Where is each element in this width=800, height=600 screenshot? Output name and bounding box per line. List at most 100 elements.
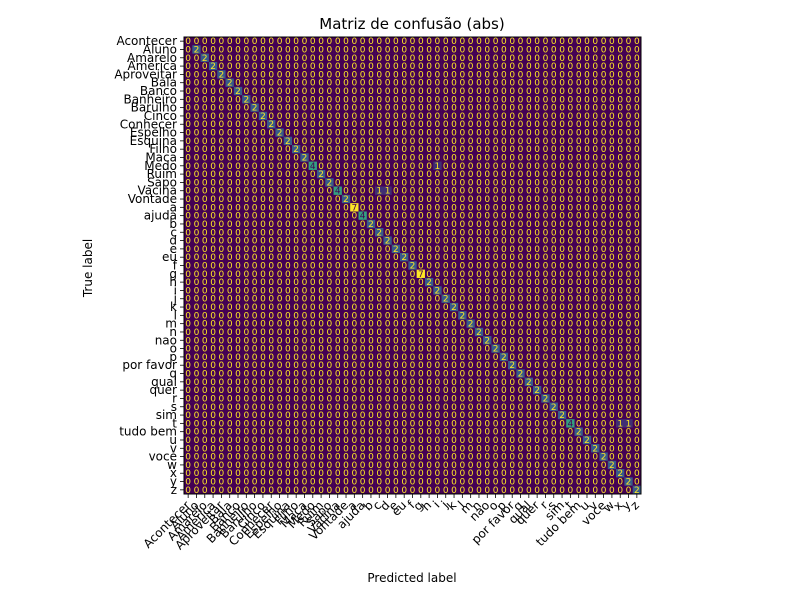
- heatmap-cell: [217, 70, 226, 79]
- heatmap-cell: [549, 78, 559, 88]
- heatmap-cell: [267, 103, 276, 113]
- heatmap-cell: [557, 37, 567, 46]
- heatmap-cell: [308, 45, 318, 54]
- heatmap-cell: [591, 45, 600, 54]
- heatmap-cell: [424, 45, 434, 54]
- heatmap-cell: [208, 37, 218, 46]
- heatmap-cell: [375, 37, 384, 46]
- heatmap-cell: [474, 45, 484, 54]
- heatmap-cell: [516, 111, 525, 121]
- heatmap-cell: [416, 70, 426, 79]
- heatmap-cell: [358, 37, 368, 46]
- heatmap-cell: [433, 45, 442, 54]
- heatmap-cell: [416, 53, 426, 63]
- heatmap-cell: [366, 111, 376, 121]
- heatmap-cell: [192, 95, 201, 104]
- heatmap-cell: [483, 61, 492, 71]
- heatmap-cell: [383, 103, 393, 113]
- heatmap-cell: [208, 53, 218, 63]
- heatmap-cell: [308, 37, 318, 46]
- heatmap-cell: [217, 78, 226, 88]
- heatmap-cell: [383, 111, 393, 121]
- heatmap-cell: [233, 120, 243, 129]
- heatmap-cell: [541, 61, 550, 71]
- heatmap-cell: [250, 111, 260, 121]
- heatmap-cell: [632, 70, 642, 79]
- heatmap-cell: [449, 111, 459, 121]
- heatmap-cell: [566, 86, 575, 96]
- heatmap-cell: [341, 111, 351, 121]
- heatmap-cell: [192, 45, 201, 54]
- heatmap-cell: [325, 103, 334, 113]
- heatmap-cell: [524, 37, 534, 46]
- heatmap-cell: [184, 120, 193, 129]
- heatmap-cell: [267, 53, 276, 63]
- heatmap-cell: [557, 78, 567, 88]
- heatmap-cell: [308, 103, 318, 113]
- heatmap-cell: [300, 86, 309, 96]
- heatmap-cell: [258, 37, 268, 46]
- heatmap-cell: [449, 95, 459, 104]
- heatmap-cell: [532, 53, 542, 63]
- heatmap-cell: [283, 37, 293, 46]
- heatmap-cell: [532, 61, 542, 71]
- heatmap-cell: [300, 95, 309, 104]
- heatmap-cell: [591, 78, 600, 88]
- heatmap-cell: [408, 61, 417, 71]
- heatmap-cell: [524, 61, 534, 71]
- heatmap-cell: [383, 78, 393, 88]
- heatmap-cell: [408, 103, 417, 113]
- heatmap-cell: [516, 53, 525, 63]
- heatmap-cell: [516, 86, 525, 96]
- heatmap-cell: [433, 37, 442, 46]
- heatmap-cell: [292, 53, 301, 63]
- heatmap-cell: [275, 70, 285, 79]
- heatmap-cell: [300, 45, 309, 54]
- heatmap-cell: [408, 95, 417, 104]
- heatmap-cell: [632, 103, 642, 113]
- heatmap-cell: [557, 95, 567, 104]
- heatmap-cell: [217, 86, 226, 96]
- heatmap-cell: [624, 103, 633, 113]
- heatmap-cell: [616, 95, 625, 104]
- heatmap-cell: [441, 37, 451, 46]
- heatmap-cell: [458, 45, 467, 54]
- heatmap-cell: [474, 111, 484, 121]
- heatmap-cell: [566, 53, 575, 63]
- heatmap-cell: [233, 45, 243, 54]
- heatmap-cell: [424, 61, 434, 71]
- heatmap-cell: [408, 70, 417, 79]
- heatmap-cell: [532, 103, 542, 113]
- chart-title: Matriz de confusão (abs): [319, 15, 504, 33]
- heatmap-cell: [200, 37, 210, 46]
- heatmap-cell: [416, 37, 426, 46]
- heatmap-cell: [333, 45, 343, 54]
- heatmap-cell: [292, 78, 301, 88]
- heatmap-cell: [350, 95, 359, 104]
- heatmap-cell: [350, 111, 359, 121]
- heatmap-cell: [632, 111, 642, 121]
- heatmap-cell: [449, 37, 459, 46]
- heatmap-cell: [416, 103, 426, 113]
- heatmap-cell: [341, 103, 351, 113]
- heatmap-cell: [267, 70, 276, 79]
- heatmap-cell: [208, 111, 218, 121]
- heatmap-cell: [491, 78, 501, 88]
- heatmap-cell: [184, 53, 193, 63]
- heatmap-cell: [308, 53, 318, 63]
- heatmap-cell: [599, 78, 609, 88]
- heatmap-cell: [483, 70, 492, 79]
- heatmap-cell: [441, 45, 451, 54]
- heatmap-cell: [624, 37, 633, 46]
- heatmap-cell: [582, 86, 592, 96]
- heatmap-cell: [607, 103, 617, 113]
- heatmap-cell: [333, 103, 343, 113]
- heatmap-cell: [217, 103, 226, 113]
- heatmap-cell: [532, 86, 542, 96]
- heatmap-cell: [491, 45, 501, 54]
- heatmap-cell: [383, 53, 393, 63]
- heatmap-cell: [474, 53, 484, 63]
- heatmap-cell: [616, 103, 625, 113]
- heatmap-cell: [624, 78, 633, 88]
- heatmap-cell: [358, 103, 368, 113]
